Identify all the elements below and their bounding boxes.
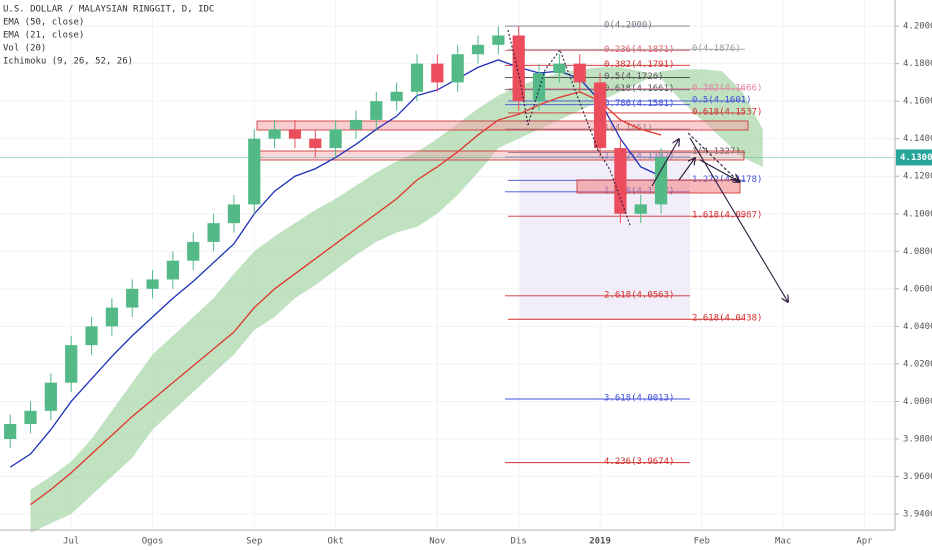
legend-title: U.S. DOLLAR / MALAYSIAN RINGGIT, D, IDC [3,5,214,15]
fib-label: 0(4.1876) [692,44,741,54]
candle-body [24,410,37,424]
candle-body [44,382,57,411]
y-tick-label: 4.1600 [903,97,932,107]
candle-body [248,138,261,205]
fib-label: 2.618(4.0438) [692,314,762,324]
x-tick-label: Nov [429,537,445,547]
candle-body [146,279,159,289]
candle-body [105,307,118,327]
candle-body [492,35,505,45]
candle-body [126,288,139,308]
last-price-tag [896,149,932,166]
y-tick-label: 4.0800 [903,247,932,257]
candle-body [288,129,302,139]
x-tick-label: Mac [775,537,791,547]
fib-label: 1.618(4.0987) [692,211,762,221]
fib-label: 0.5(4.1726) [604,72,664,82]
candle-body [187,241,200,261]
x-tick-label: Dis [511,537,527,547]
candle-body [85,326,98,346]
y-tick-label: 4.0200 [903,359,932,369]
candle-body [309,138,322,149]
fib-label: 0.382(4.1791) [604,60,674,70]
fib-label: 0.786(4.1581) [604,99,674,109]
fib-label: 0(4.2000) [604,21,653,31]
fib-label: 3.618(4.0013) [604,394,674,404]
fib-label: 0.618(4.1537) [692,107,762,117]
legend-entry: Ichimoku (9, 26, 52, 26) [3,57,133,67]
y-tick-label: 4.1200 [903,172,932,182]
x-tick-label: 2019 [589,537,611,547]
candle-body [573,63,586,83]
y-tick-label: 3.9400 [903,510,932,520]
x-tick-label: Apr [856,537,873,547]
candle-body [166,260,179,280]
y-tick-label: 4.0400 [903,322,932,332]
y-tick-label: 4.1400 [903,134,932,144]
y-tick-label: 4.1800 [903,59,932,69]
y-tick-label: 3.9800 [903,434,932,444]
projection-arrows [507,29,788,302]
candle-body [329,129,342,149]
y-tick-label: 4.1000 [903,209,932,219]
legend-entry: EMA (21, close) [3,31,84,41]
fib-label: 0.5(4.1601) [692,95,752,105]
candle-body [349,119,363,130]
x-tick-label: Okt [327,537,343,547]
x-tick-label: Feb [694,537,710,547]
candle-body [410,63,424,92]
y-tick-label: 3.9600 [903,472,932,482]
candle-body [532,73,546,102]
candle-body [4,423,17,439]
ichimoku-cloud [640,69,763,167]
candle-body [593,82,607,149]
candle-body [451,54,464,83]
candle-body [227,204,241,224]
ema-line [30,91,662,506]
fib-label: 0.382(4.1666) [692,83,762,93]
fib-label: 1(4.1327) [692,147,741,157]
ichimoku-cloud [30,67,641,533]
candle-body [614,148,627,214]
cloud-layer [30,67,763,533]
legend: U.S. DOLLAR / MALAYSIAN RINGGIT, D, IDC … [3,5,214,67]
candle-body [634,204,647,214]
fib-label: 4.236(3.9674) [604,457,674,467]
candle-body [390,91,403,102]
legend-entry: Vol (20) [3,44,46,54]
y-tick-label: 4.0000 [903,397,932,407]
candle-body [207,223,220,242]
candle-body [654,157,668,205]
x-tick-label: Sep [246,537,262,547]
y-tick-label: 4.0600 [903,284,932,294]
legend-entry: EMA (50, close) [3,18,84,28]
candle-body [370,101,383,120]
zone-box [252,150,745,161]
candles-layer [4,26,668,449]
candle-body [65,345,78,383]
fib-label: 1.272(4.1302) [604,152,674,162]
last-price-label: 4.1300 [900,153,932,163]
x-tick-label: Jul [63,537,79,547]
candle-body [471,44,485,55]
candle-body [512,35,525,102]
y-tick-label: 4.2000 [903,22,932,32]
candle-body [431,63,444,83]
candle-body [268,129,281,139]
zone-box [256,120,749,131]
x-tick-label: Ogos [142,537,164,547]
candle-body [553,63,566,74]
fib-label: 2.618(4.0563) [604,290,674,300]
